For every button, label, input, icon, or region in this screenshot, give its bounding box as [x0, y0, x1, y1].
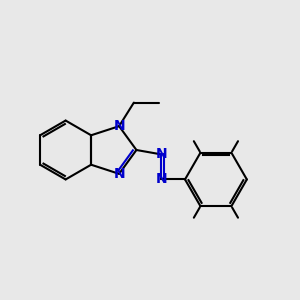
Text: N: N	[156, 147, 167, 161]
Text: N: N	[113, 119, 125, 133]
Text: N: N	[113, 167, 125, 181]
Text: N: N	[156, 172, 167, 186]
